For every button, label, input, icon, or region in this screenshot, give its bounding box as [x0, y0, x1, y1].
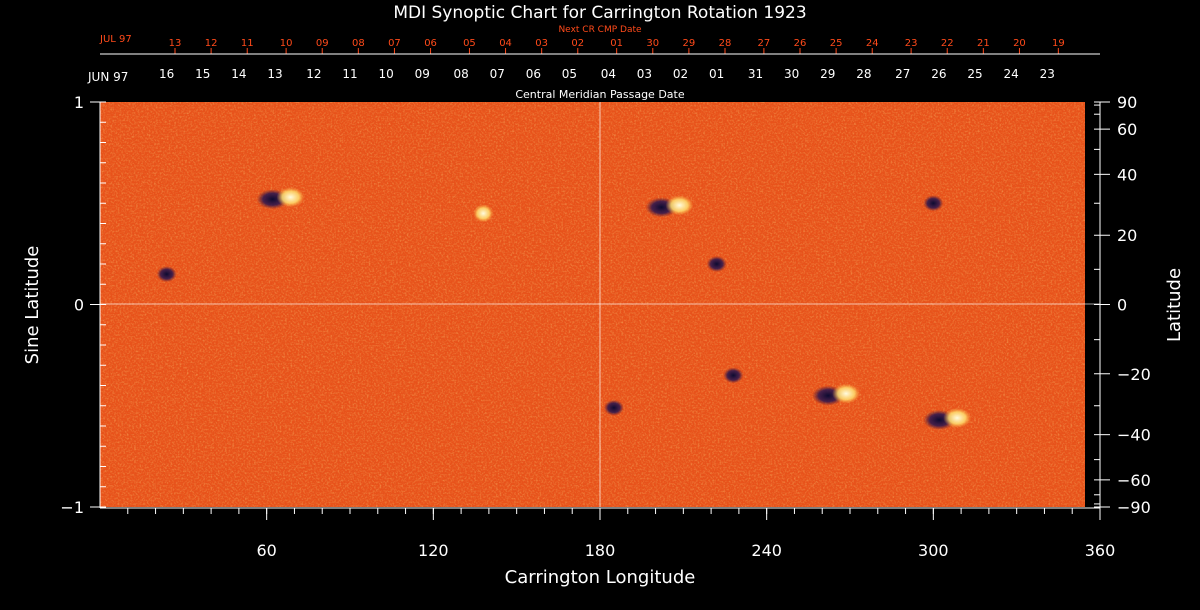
next-cr-date-label: 05 — [463, 38, 476, 49]
y-right-tick-label: −90 — [1117, 498, 1151, 517]
next-cr-date-label: 21 — [977, 38, 990, 49]
cmp-date-label: 02 — [673, 67, 688, 81]
cmp-date-label: 25 — [967, 67, 982, 81]
next-cr-date-label: 29 — [683, 38, 696, 49]
negative-polarity-patch — [723, 367, 744, 384]
next-cr-date-axis: 13 12 11 10 09 08 07 06 05 04 03 02 01 30 29 28 27 26 25 24… — [169, 38, 1065, 54]
positive-polarity-patch — [473, 204, 494, 223]
cmp-date-label: 04 — [601, 67, 616, 81]
next-cr-date-label: 12 — [205, 38, 218, 49]
next-cr-date-label: 10 — [280, 38, 293, 49]
cmp-date-label: 07 — [490, 67, 505, 81]
cmp-date-axis: 16 15 14 13 12 11 10 09 08 07 06 05 04 03 02 01 31 30 29 28… — [159, 67, 1055, 81]
field-texture-light — [100, 102, 1085, 507]
next-cr-date-label: 02 — [571, 38, 584, 49]
cmp-date-label: 03 — [637, 67, 652, 81]
cmp-date-label: 29 — [820, 67, 835, 81]
y-axis-left: 1 0 −1 — [60, 93, 106, 517]
cmp-date-label: 08 — [453, 67, 468, 81]
positive-polarity-patch — [665, 195, 694, 216]
active-regions — [156, 187, 972, 430]
cmp-date-label: 14 — [231, 67, 246, 81]
y-right-tick-label: −60 — [1117, 471, 1151, 490]
cmp-date-label: 13 — [267, 67, 282, 81]
magnetogram-field — [100, 102, 1085, 507]
y-right-tick-label: 60 — [1117, 120, 1137, 139]
y-right-tick-label: 90 — [1117, 93, 1137, 112]
next-cr-date-label: 26 — [794, 38, 807, 49]
y-right-tick-label: −40 — [1117, 426, 1151, 445]
negative-polarity-patch — [706, 256, 727, 272]
cmp-date-label: 11 — [342, 67, 357, 81]
next-cr-date-label: 04 — [499, 38, 512, 49]
next-cr-date-label: 06 — [424, 38, 437, 49]
x-tick-label: 240 — [751, 541, 782, 560]
cmp-date-label: 30 — [784, 67, 799, 81]
positive-polarity-patch — [943, 407, 972, 428]
cmp-date-label: 09 — [415, 67, 430, 81]
next-cr-date-label: 25 — [830, 38, 843, 49]
cmp-date-label: 27 — [895, 67, 910, 81]
next-cr-date-label: 23 — [905, 38, 918, 49]
x-axis-label: Carrington Longitude — [505, 567, 696, 588]
chart-title: MDI Synoptic Chart for Carrington Rotati… — [393, 3, 806, 23]
cmp-date-label: 28 — [856, 67, 871, 81]
cmp-date-label: 10 — [378, 67, 393, 81]
x-tick-label: 120 — [418, 541, 449, 560]
next-cr-date-label: 09 — [316, 38, 329, 49]
x-tick-label: 60 — [256, 541, 276, 560]
next-cr-date-label: 30 — [646, 38, 659, 49]
cmp-date-label: 06 — [526, 67, 541, 81]
next-cr-date-label: 11 — [241, 38, 254, 49]
next-cr-date-label: 08 — [352, 38, 365, 49]
cmp-axis-label: Central Meridian Passage Date — [515, 88, 684, 101]
y-left-tick-label: −1 — [60, 498, 84, 517]
next-cr-date-label: 19 — [1052, 38, 1065, 49]
next-cr-date-label: 28 — [719, 38, 732, 49]
next-cr-date-label: 20 — [1013, 38, 1026, 49]
positive-polarity-patch — [276, 187, 305, 208]
cmp-date-label: 01 — [709, 67, 724, 81]
x-tick-label: 360 — [1085, 541, 1116, 560]
cmp-date-label: 12 — [306, 67, 321, 81]
cmp-date-label: 16 — [159, 67, 174, 81]
cmp-date-label: 26 — [931, 67, 946, 81]
next-cr-axis-label: Next CR CMP Date — [558, 25, 642, 35]
cmp-date-label: 31 — [748, 67, 763, 81]
next-cr-date-label: 24 — [866, 38, 879, 49]
x-axis: 60 120 180 240 300 360 — [127, 508, 1116, 560]
y-left-tick-label: 0 — [74, 296, 84, 315]
next-cr-date-label: 27 — [758, 38, 771, 49]
next-cr-date-label: 22 — [941, 38, 954, 49]
y-axis-left-label: Sine Latitude — [22, 246, 43, 365]
cmp-date-label: 23 — [1040, 67, 1055, 81]
y-right-tick-label: −20 — [1117, 365, 1151, 384]
negative-polarity-patch — [156, 266, 177, 283]
y-right-tick-label: 20 — [1117, 226, 1137, 245]
y-left-tick-label: 1 — [74, 93, 84, 112]
cmp-date-label: 05 — [562, 67, 577, 81]
next-cr-date-label: 13 — [169, 38, 182, 49]
y-axis-right-label: Latitude — [1164, 268, 1185, 342]
negative-polarity-patch — [603, 399, 624, 416]
y-right-tick-label: 40 — [1117, 165, 1137, 184]
cmp-date-label: 24 — [1003, 67, 1018, 81]
cmp-date-label: 15 — [195, 67, 210, 81]
positive-polarity-patch — [832, 383, 861, 404]
cmp-month-label: JUN 97 — [87, 70, 128, 84]
next-cr-month-label: JUL 97 — [99, 34, 132, 45]
next-cr-date-label: 01 — [610, 38, 623, 49]
y-axis-right: 90 60 40 20 0 −20 −40 −60 −90 — [1094, 93, 1151, 517]
x-tick-label: 180 — [585, 541, 616, 560]
negative-polarity-patch — [923, 195, 944, 212]
next-cr-date-label: 03 — [535, 38, 548, 49]
next-cr-date-label: 07 — [388, 38, 401, 49]
y-right-tick-label: 0 — [1117, 296, 1127, 315]
x-tick-label: 300 — [918, 541, 949, 560]
